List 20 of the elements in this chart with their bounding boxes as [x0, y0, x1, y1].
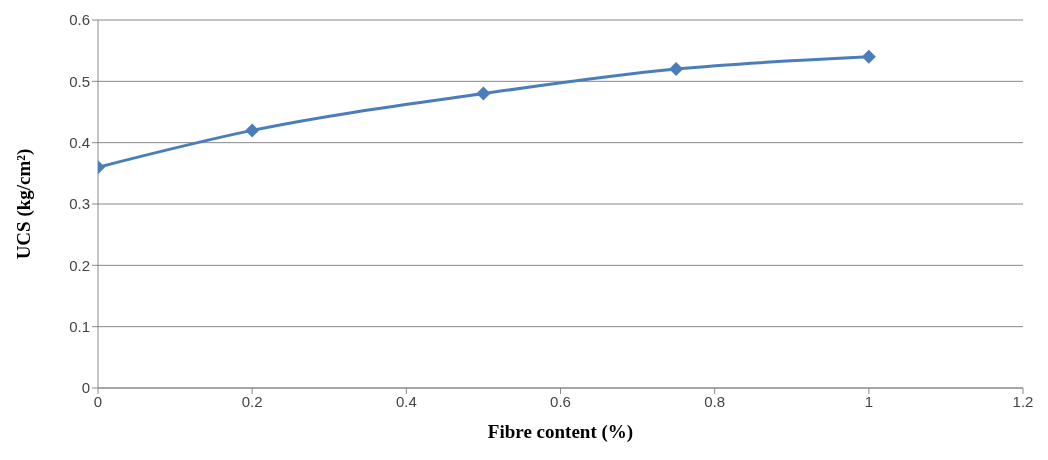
y-tick-label: 0.1 [69, 317, 90, 335]
point [476, 86, 491, 101]
x-tick-label: 0.4 [395, 392, 417, 410]
y-tick-label: 0.4 [69, 133, 90, 151]
x-axis-title: Fibre content (%) [487, 421, 634, 443]
y-tick-label: 0 [81, 379, 90, 397]
y-tick-label: 0.5 [69, 72, 90, 90]
x-tick-label: 0.8 [704, 392, 726, 410]
y-axis-title: UCS (kg/cm²) [12, 148, 35, 260]
point [245, 123, 260, 138]
y-tick-label: 0.3 [69, 195, 90, 213]
x-tick-label: 1 [864, 392, 874, 410]
point [669, 62, 684, 77]
point [861, 49, 876, 64]
y-tick-label: 0.2 [69, 256, 90, 274]
x-tick-label: 0.6 [550, 392, 571, 410]
x-tick-label: 0.2 [241, 392, 263, 410]
x-tick-label: 1.2 [1012, 392, 1034, 410]
y-tick-label: 0.6 [69, 11, 90, 29]
x-tick-label: 0 [93, 392, 103, 410]
